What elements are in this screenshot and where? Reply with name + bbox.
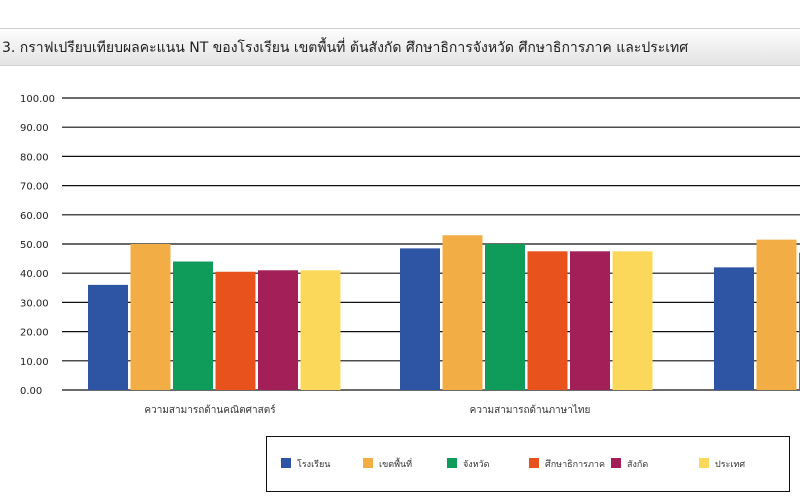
bar bbox=[215, 271, 256, 390]
chart-title: 3. กราฟเปรียบเทียบผลคะแนน NT ของโรงเรียน… bbox=[2, 40, 689, 56]
bar bbox=[485, 244, 525, 390]
bar bbox=[400, 248, 440, 390]
legend-swatch bbox=[447, 458, 457, 468]
y-tick-label: 70.00 bbox=[20, 182, 49, 193]
legend-label: โรงเรียน bbox=[297, 460, 331, 470]
legend-swatch bbox=[363, 458, 373, 468]
y-tick-label: 60.00 bbox=[20, 211, 49, 222]
legend-label: ศึกษาธิการภาค bbox=[545, 460, 605, 470]
chart-legend: โรงเรียน เขตพื้นที่ จังหวัด ศึกษาธิการภาค สั… bbox=[266, 436, 790, 492]
x-category-label: ความสามารถด้านคณิตศาสตร์ bbox=[144, 404, 276, 416]
bar bbox=[258, 270, 298, 390]
y-tick-label: 80.00 bbox=[20, 152, 49, 163]
legend-swatch bbox=[611, 458, 621, 468]
bar bbox=[300, 270, 341, 390]
y-tick-label: 90.00 bbox=[20, 123, 49, 134]
legend-label: เขตพื้นที่ bbox=[379, 460, 413, 470]
bar bbox=[88, 284, 128, 390]
y-tick-label: 0.00 bbox=[20, 386, 42, 397]
chart-title-bar: 3. กราฟเปรียบเทียบผลคะแนน NT ของโรงเรียน… bbox=[0, 28, 800, 66]
legend-swatch bbox=[529, 458, 539, 468]
legend-label: สังกัด bbox=[627, 460, 649, 470]
y-tick-label: 100.00 bbox=[20, 94, 55, 105]
y-tick-label: 20.00 bbox=[20, 328, 49, 339]
y-tick-label: 10.00 bbox=[20, 357, 49, 368]
legend-swatch bbox=[281, 458, 291, 468]
bar bbox=[442, 235, 483, 390]
bar bbox=[714, 267, 754, 390]
bar bbox=[173, 261, 213, 390]
legend-label: จังหวัด bbox=[463, 460, 490, 470]
bar bbox=[527, 251, 568, 390]
bar bbox=[612, 251, 653, 390]
y-tick-label: 30.00 bbox=[20, 298, 49, 309]
bar bbox=[570, 251, 610, 390]
y-tick-label: 50.00 bbox=[20, 240, 49, 251]
legend-label: ประเทศ bbox=[715, 460, 746, 470]
x-category-label: ความสามารถด้านภาษาไทย bbox=[470, 404, 591, 416]
y-tick-label: 40.00 bbox=[20, 269, 49, 280]
bar bbox=[130, 244, 171, 390]
bar bbox=[756, 239, 797, 390]
legend-swatch bbox=[699, 458, 709, 468]
